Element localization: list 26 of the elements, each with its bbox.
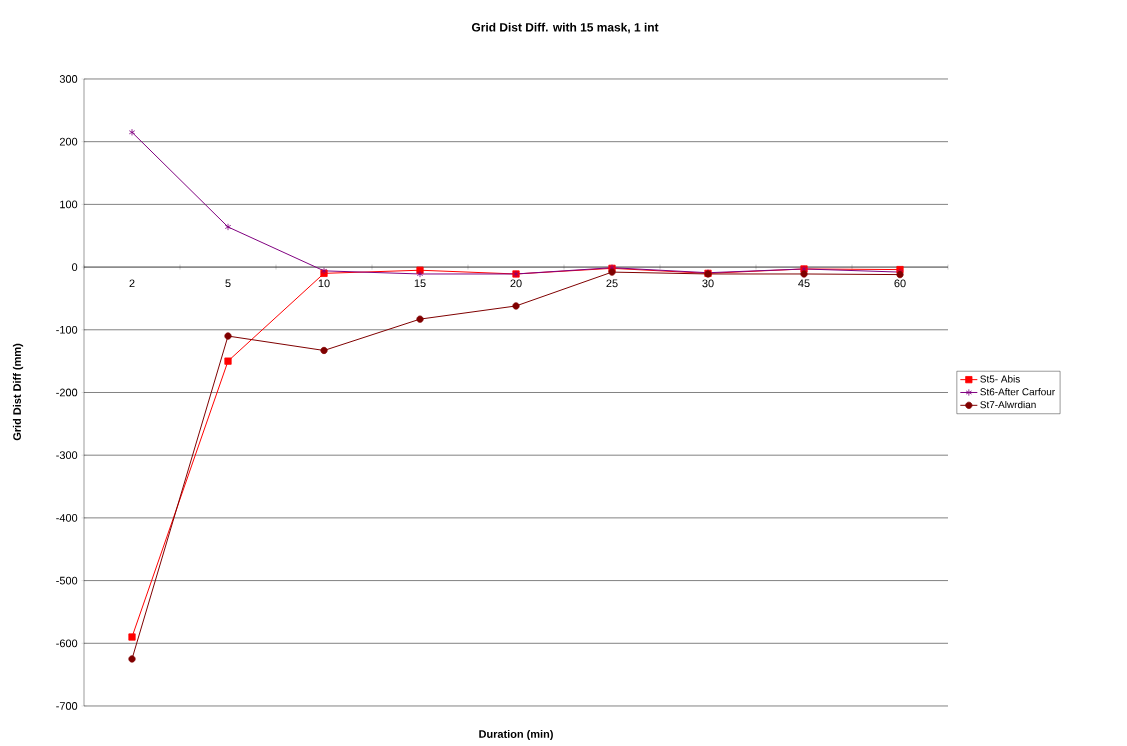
- legend-label: St7-Alwrdian: [980, 400, 1036, 409]
- y-tick-label: 0: [71, 263, 78, 271]
- y-tick-label: 200: [59, 137, 78, 146]
- y-axis-title: Grid Dist Diff (mm): [12, 343, 24, 441]
- x-tick-label: 30: [702, 279, 714, 288]
- y-tick-label: -100: [56, 325, 78, 334]
- x-tick-label: 2: [129, 279, 135, 288]
- x-tick-label: 20: [510, 279, 522, 288]
- y-tick-label: -200: [56, 388, 78, 397]
- x-tick-label: 10: [318, 279, 330, 288]
- y-tick-label: 300: [59, 75, 78, 83]
- y-tick-label: -600: [56, 639, 78, 648]
- y-tick-label: 100: [60, 200, 78, 209]
- x-axis-title: Duration (min): [479, 729, 553, 741]
- y-tick-label: -700: [56, 702, 78, 710]
- y-tick-label: -400: [56, 514, 78, 522]
- x-tick-label: 5: [225, 279, 231, 288]
- x-tick-label: 25: [606, 279, 618, 288]
- legend-label: St6-After Carfour: [980, 388, 1055, 396]
- y-tick-label: -500: [56, 576, 78, 585]
- y-tick-label: -300: [56, 451, 78, 460]
- legend-label: St5- Abis: [980, 375, 1020, 383]
- x-tick-label: 60: [894, 279, 906, 288]
- chart-title: Grid Dist Diff. with 15 mask, 1 int: [471, 22, 659, 34]
- x-tick-label: 15: [414, 279, 426, 288]
- x-tick-label: 45: [798, 279, 810, 288]
